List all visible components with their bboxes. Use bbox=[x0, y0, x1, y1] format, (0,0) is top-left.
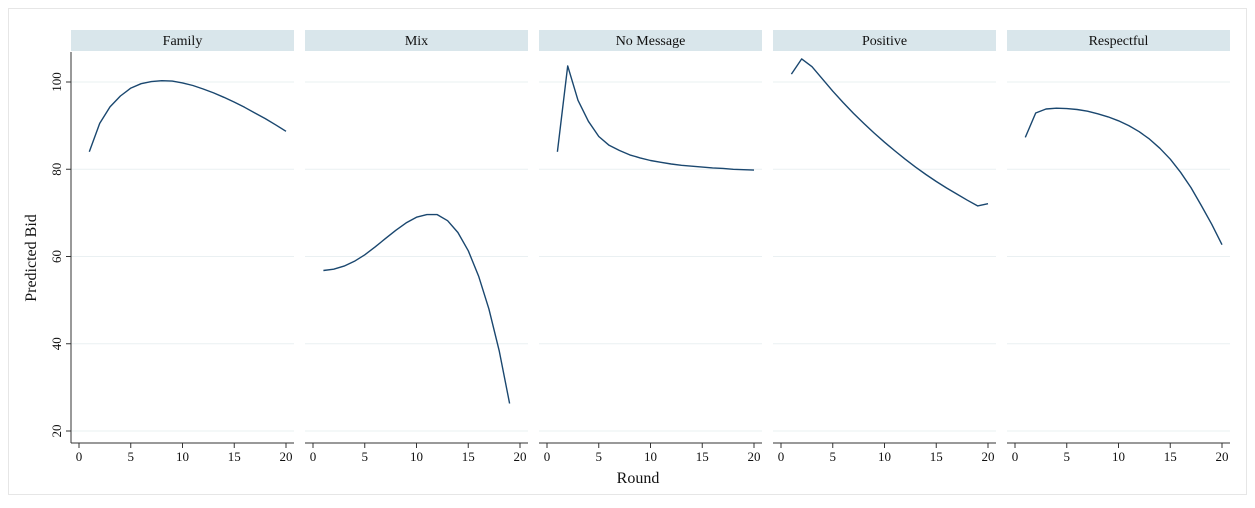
panel-4: Respectful 0 5 10 15 20 bbox=[1007, 30, 1230, 464]
y-tick-label: 40 bbox=[49, 337, 64, 350]
x-axis-title: Round bbox=[617, 470, 660, 487]
panel-strip bbox=[1007, 30, 1230, 51]
x-tick-label: 10 bbox=[176, 449, 189, 464]
series-line-no-message bbox=[556, 65, 755, 171]
y-tick-label: 60 bbox=[49, 250, 64, 263]
x-tick-label: 15 bbox=[228, 449, 241, 464]
panel-title: Positive bbox=[862, 34, 907, 49]
y-tick-label: 80 bbox=[49, 163, 64, 176]
series-line-family bbox=[88, 79, 287, 153]
x-tick-label: 0 bbox=[778, 449, 785, 464]
x-tick-label: 10 bbox=[410, 449, 423, 464]
panel-title: Mix bbox=[405, 34, 428, 49]
x-tick-label: 5 bbox=[128, 449, 135, 464]
panel-1: Mix 0 5 10 15 20 bbox=[305, 30, 528, 464]
x-tick-label: 10 bbox=[878, 449, 891, 464]
panel-3: Positive 0 5 10 15 20 bbox=[773, 30, 996, 464]
y-tick-label: 20 bbox=[49, 425, 64, 438]
x-tick-label: 15 bbox=[1164, 449, 1177, 464]
x-tick-label: 15 bbox=[696, 449, 709, 464]
x-tick-label: 15 bbox=[462, 449, 475, 464]
x-tick-label: 5 bbox=[362, 449, 369, 464]
series-line-positive bbox=[790, 58, 989, 207]
x-tick-label: 20 bbox=[514, 449, 527, 464]
series-line-mix bbox=[323, 213, 511, 404]
x-tick-label: 10 bbox=[644, 449, 657, 464]
x-tick-label: 20 bbox=[1216, 449, 1229, 464]
panel-title: Respectful bbox=[1089, 34, 1149, 49]
panel-2: No Message 0 5 10 15 20 bbox=[539, 30, 762, 464]
x-tick-label: 10 bbox=[1112, 449, 1125, 464]
x-tick-label: 20 bbox=[982, 449, 995, 464]
panel-strip bbox=[71, 30, 294, 51]
chart-outer-frame bbox=[8, 8, 1247, 495]
x-tick-label: 0 bbox=[76, 449, 83, 464]
x-tick-label: 15 bbox=[930, 449, 943, 464]
panel-strip bbox=[305, 30, 528, 51]
x-tick-label: 0 bbox=[310, 449, 317, 464]
panel-0: Family 20 40 60 80 100 0 5 10 15 20 bbox=[49, 30, 294, 464]
panel-title: No Message bbox=[616, 34, 686, 49]
x-tick-label: 20 bbox=[280, 449, 293, 464]
panel-strip bbox=[539, 30, 762, 51]
x-tick-label: 5 bbox=[1064, 449, 1071, 464]
panel-title: Family bbox=[163, 34, 203, 49]
x-tick-label: 0 bbox=[1012, 449, 1019, 464]
series-line-respectful bbox=[1024, 107, 1223, 246]
x-tick-label: 20 bbox=[748, 449, 761, 464]
panel-strip bbox=[773, 30, 996, 51]
y-tick-label: 100 bbox=[49, 72, 64, 92]
x-tick-label: 5 bbox=[596, 449, 603, 464]
x-tick-label: 0 bbox=[544, 449, 551, 464]
y-axis-title: Predicted Bid bbox=[23, 214, 40, 302]
x-tick-label: 5 bbox=[830, 449, 837, 464]
